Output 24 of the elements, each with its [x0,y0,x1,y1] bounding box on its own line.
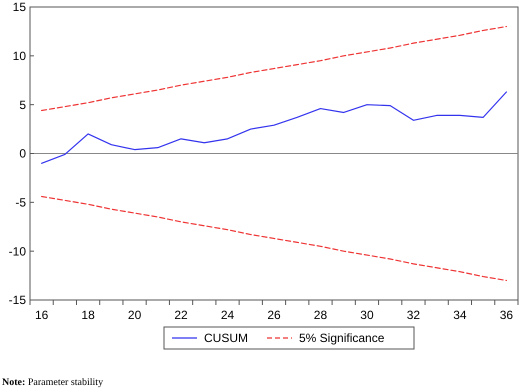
text: Note: Parameter stability [2,377,104,388]
y-tick-label: -10 [8,244,26,258]
x-tick-label: 18 [81,308,96,322]
x-tick-label: 32 [406,308,420,322]
x-tick-label: 22 [174,308,188,322]
x-tick-label: 36 [500,308,514,322]
x-tick-label: 34 [453,308,467,322]
x-tick-label: 28 [314,308,328,322]
line-series [41,26,507,112]
y-tick-label: 0 [19,146,26,161]
y-tick-label: -5 [15,196,26,210]
x-tick-label: 24 [220,308,235,322]
y-tick-label: 10 [12,49,26,64]
x-tick-label: 30 [360,308,374,322]
line-series [41,196,507,282]
y-tick-label: 5 [19,98,26,112]
y-tick-label: -15 [8,293,26,308]
x-tick-label: 20 [128,308,142,322]
legend-label: 5% Significance [299,331,385,346]
x-tick-label: 16 [34,308,49,322]
legend-label: CUSUM [204,331,248,346]
line-series [41,91,507,164]
y-tick-label: 15 [12,0,26,14]
x-tick-label: 26 [267,308,281,322]
